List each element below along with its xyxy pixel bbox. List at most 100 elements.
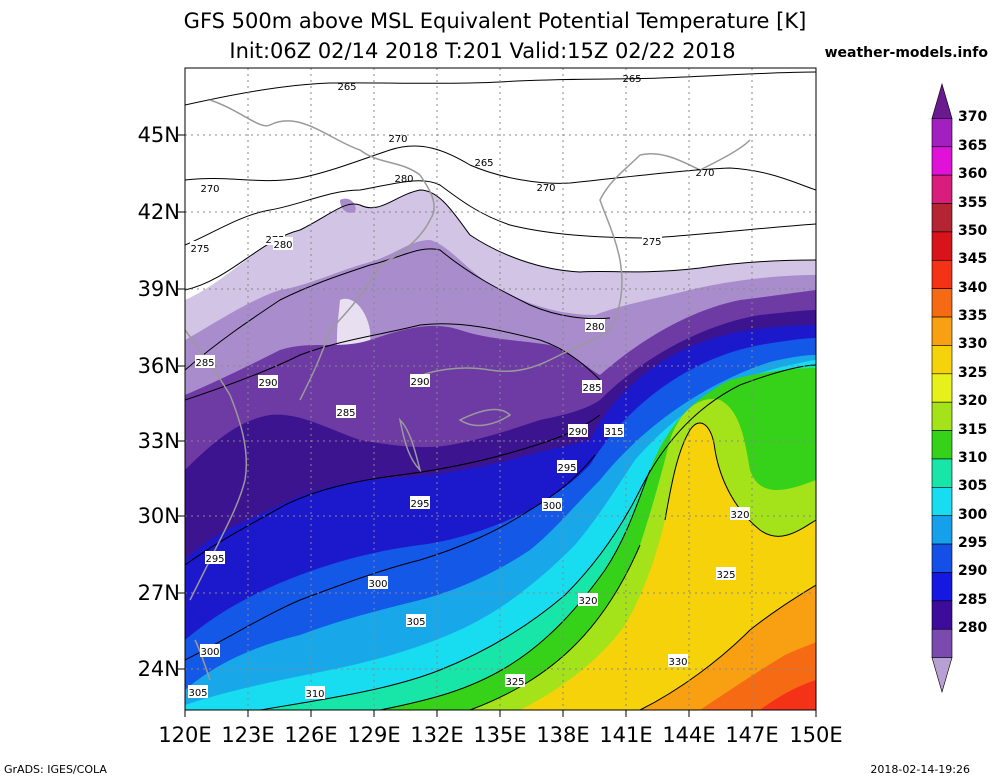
contour-label: 330 [668,657,687,668]
colorbar-label: 325 [958,364,988,381]
lat-label-45n: 45N [137,123,180,147]
colorbar-swatch [931,373,953,403]
colorbar-label: 330 [958,336,988,353]
contour-label-bg [410,496,430,509]
chart-subtitle: Init:06Z 02/14 2018 T:201 Valid:15Z 02/2… [229,39,736,63]
contour-label: 295 [205,554,224,565]
colorbar-swatch [931,118,953,148]
contour-label-bg [505,674,525,687]
colorbar-swatch [931,657,953,694]
colorbar-label: 290 [958,563,988,580]
colorbar-swatch [931,628,953,658]
colorbar-label: 340 [958,279,988,296]
colorbar-label: 310 [958,449,988,466]
contour-label-bg [190,241,210,254]
colorbar-label: 285 [958,591,988,608]
contour-label: 275 [190,244,209,255]
contour-label-group: 2652652702752652702702702802752802752802… [188,74,750,700]
lon-label-147e: 147E [725,723,779,747]
colorbar-swatch [931,515,953,545]
colorbar-swatch [931,82,953,119]
lat-label-33n: 33N [137,429,180,453]
contour-label-bg [716,567,736,580]
contour-label: 305 [188,688,207,699]
contour-label: 295 [557,463,576,474]
contour-label: 270 [200,184,219,195]
colorbar-label: 345 [958,251,988,268]
colorbar-label: 355 [958,194,988,211]
contour-label: 270 [695,168,714,179]
contour-label: 290 [258,378,277,389]
colorbar-label: 280 [958,620,988,637]
contour-label: 310 [305,689,324,700]
lon-label-141e: 141E [599,723,653,747]
contour-label: 300 [200,647,219,658]
contour-label: 325 [505,677,524,688]
contour-label-bg [668,654,688,667]
colorbar-swatch [931,316,953,346]
colorbar-label: 300 [958,506,988,523]
colorbar-swatch [931,288,953,318]
colorbar-swatch [931,487,953,517]
colorbar-label: 320 [958,393,988,410]
colorbar-swatch [931,543,953,573]
contour-label-bg [258,375,278,388]
colorbar-label: 335 [958,308,988,325]
lat-label-42n: 42N [137,200,180,224]
contour-label-bg [368,576,388,589]
lon-label-126e: 126E [284,723,338,747]
contour-label-bg [582,380,602,393]
colorbar-label: 295 [958,535,988,552]
contour-label: 280 [585,322,604,333]
footer-timestamp: 2018-02-14-19:26 [870,763,970,776]
contour-label: 285 [336,408,355,419]
contour-label: 305 [406,617,425,628]
contour-label: 290 [568,427,587,438]
contour-label-bg [585,319,605,332]
colorbar-swatch [931,572,953,602]
colorbar-label: 350 [958,222,988,239]
lon-label-120e: 120E [158,723,212,747]
lat-label-27n: 27N [137,581,180,605]
contour-label: 320 [730,510,749,521]
chart-title: GFS 500m above MSL Equivalent Potential … [183,9,807,33]
contour-label-bg [542,498,562,511]
contour-label-bg [557,460,577,473]
axis-ticks [178,134,817,717]
contour-label-bg [336,405,356,418]
colorbar-swatch [931,146,953,176]
lat-label-24n: 24N [137,657,180,681]
contour-label: 300 [368,579,387,590]
contour-label-bg [205,551,225,564]
lat-label-30n: 30N [137,504,180,528]
contour-label-bg [406,614,426,627]
colorbar-swatch [931,430,953,460]
contour-label: 265 [337,82,356,93]
contour-label: 270 [536,183,555,194]
contour-label: 295 [410,499,429,510]
contour-label-bg [195,355,215,368]
contour-label: 275 [642,237,661,248]
lat-label-39n: 39N [137,277,180,301]
contour-label-bg [730,507,750,520]
lon-label-135e: 135E [473,723,527,747]
colorbar-swatch [931,345,953,375]
lon-label-132e: 132E [410,723,464,747]
contour-label: 300 [542,501,561,512]
contour-label-bg [642,234,662,247]
colorbar [931,82,953,694]
lon-label-150e: 150E [789,723,843,747]
contour-label-bg [305,686,325,699]
colorbar-swatch [931,401,953,431]
graticule [185,68,816,710]
colorbar-swatch [931,231,953,261]
contour-label-bg [568,424,588,437]
colorbar-label: 315 [958,421,988,438]
contour-label: 325 [716,570,735,581]
contour-label: 290 [410,377,429,388]
lon-label-138e: 138E [536,723,590,747]
lon-label-129e: 129E [347,723,401,747]
contour-label: 280 [394,174,413,185]
colorbar-label: 360 [958,166,988,183]
